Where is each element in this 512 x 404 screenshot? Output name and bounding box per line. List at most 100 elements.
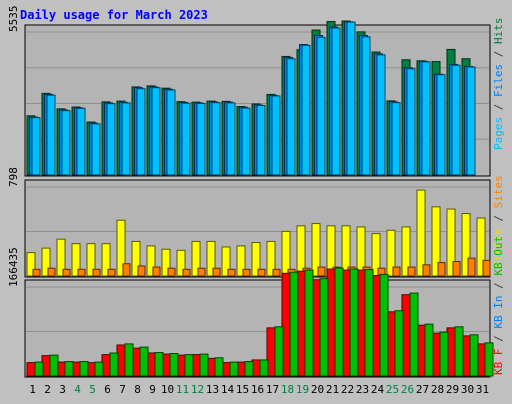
x-tick-label: 12 [191, 383, 204, 396]
legend-entry: Sites [492, 175, 505, 208]
x-tick-label: 16 [251, 383, 264, 396]
bar-bottom-kb_out-day-9 [154, 351, 164, 377]
bar-middle-sites-day-17 [272, 268, 281, 277]
x-tick-label: 28 [431, 383, 444, 396]
bar-bottom-kb_out-day-20 [319, 278, 329, 377]
bar-bottom-kb_out-day-8 [139, 346, 149, 377]
bar-top-pages-day-13 [211, 102, 221, 176]
bar-middle-visits-day-27 [416, 189, 426, 277]
bar-bottom-kb_out-day-2 [49, 354, 59, 377]
bar-bottom-kb_out-day-31 [484, 342, 494, 377]
x-tick-label: 25 [386, 383, 399, 396]
bar-middle-visits-day-13 [206, 240, 216, 277]
x-tick-label: 19 [296, 383, 309, 396]
legend-entry: Pages [492, 117, 505, 150]
bar-middle-visits-day-1 [26, 252, 36, 277]
bar-bottom-kb_out-day-23 [364, 269, 374, 377]
bar-bottom-kb_out-day-1 [34, 361, 44, 377]
bar-middle-sites-day-14 [227, 268, 236, 277]
bar-bottom-kb_out-day-29 [454, 326, 464, 377]
bar-middle-visits-day-5 [86, 243, 96, 277]
bar-bottom-kb_out-day-15 [244, 361, 254, 377]
bar-middle-sites-day-4 [77, 268, 86, 277]
x-tick-label: 3 [59, 383, 66, 396]
bar-middle-visits-day-15 [236, 245, 246, 277]
bar-middle-visits-day-17 [266, 240, 276, 277]
bar-middle-visits-day-8 [131, 240, 141, 277]
chart-panels: 5535 Pages / Files / Hits 798 Visits / Site… [7, 6, 505, 378]
bar-top-pages-day-28 [436, 74, 446, 176]
x-tick-label: 15 [236, 383, 249, 396]
bar-middle-sites-day-7 [122, 263, 131, 277]
bar-middle-sites-day-31 [482, 259, 491, 277]
bar-middle-sites-day-13 [212, 267, 221, 277]
bar-middle-visits-day-4 [71, 243, 81, 277]
legend-entry: Hits [492, 18, 505, 45]
x-tick-label: 26 [401, 383, 414, 396]
legend-entry: / [492, 276, 505, 296]
x-tick-label: 13 [206, 383, 219, 396]
bar-middle-sites-day-8 [137, 265, 146, 277]
bar-top-pages-day-20 [316, 36, 326, 176]
bar-top-pages-day-25 [391, 102, 401, 176]
axis-max-label: 166435 [7, 247, 20, 287]
bar-middle-visits-day-2 [41, 247, 51, 277]
legend-top: Pages / Files / Hits [492, 18, 505, 151]
x-tick-label: 9 [149, 383, 156, 396]
bar-middle-visits-day-9 [146, 245, 156, 277]
bar-top-pages-day-26 [406, 68, 416, 176]
x-tick-label: 1 [29, 383, 36, 396]
bar-bottom-kb_out-day-4 [79, 361, 89, 377]
legend-entry: / [492, 329, 505, 349]
bar-middle-visits-day-10 [161, 248, 171, 277]
bar-middle-visits-day-6 [101, 243, 111, 277]
bar-middle-visits-day-28 [431, 206, 441, 277]
bar-top-pages-day-8 [136, 88, 146, 176]
bar-middle-sites-day-3 [62, 268, 71, 277]
bar-bottom-kb_out-day-13 [214, 357, 224, 377]
x-tick-label: 11 [176, 383, 189, 396]
bar-top-pages-day-4 [76, 107, 86, 176]
bar-top-pages-day-12 [196, 102, 206, 176]
bar-middle-visits-day-29 [446, 208, 456, 277]
bar-bottom-kb_f-day-1 [26, 362, 36, 377]
legend-entry: / [492, 44, 505, 64]
bar-middle-visits-day-31 [476, 217, 486, 277]
x-tick-label: 4 [74, 383, 81, 396]
bar-top-pages-day-30 [466, 66, 476, 176]
bar-middle-sites-day-6 [107, 268, 116, 277]
bar-top-pages-day-29 [451, 64, 461, 176]
bar-bottom-kb_out-day-14 [229, 361, 239, 377]
bar-bottom-kb_out-day-17 [274, 326, 284, 377]
panel-middle: 798 Visits / Sites [7, 167, 505, 278]
bar-middle-sites-day-25 [392, 266, 401, 277]
bar-bottom-kb_out-day-19 [304, 269, 314, 377]
bar-bottom-kb_out-day-18 [289, 271, 299, 377]
x-tick-label: 31 [476, 383, 489, 396]
bar-bottom-kb_out-day-6 [109, 352, 119, 377]
bar-middle-sites-day-2 [47, 267, 56, 277]
axis-max-label: 5535 [7, 6, 20, 33]
x-tick-label: 21 [326, 383, 339, 396]
bar-top-pages-day-21 [331, 27, 341, 176]
bar-middle-sites-day-29 [452, 261, 461, 277]
bar-middle-sites-day-9 [152, 266, 161, 277]
x-tick-label: 2 [44, 383, 51, 396]
legend-entry: KB Out [492, 236, 505, 276]
bar-bottom-kb_out-day-24 [379, 273, 389, 377]
bar-bottom-kb_out-day-5 [94, 361, 104, 377]
x-tick-label: 17 [266, 383, 279, 396]
bar-top-pages-day-9 [151, 87, 161, 176]
bar-bottom-kb_out-day-30 [469, 334, 479, 377]
bar-middle-sites-day-20 [317, 266, 326, 277]
x-tick-label: 14 [221, 383, 235, 396]
bar-middle-visits-day-30 [461, 213, 471, 277]
bar-top-pages-day-24 [376, 54, 386, 176]
bar-middle-visits-day-16 [251, 242, 261, 277]
bar-bottom-kb_out-day-3 [64, 361, 74, 377]
legend-entry: / [492, 97, 505, 117]
legend-entry: KB F [492, 349, 505, 376]
x-tick-label: 6 [104, 383, 111, 396]
